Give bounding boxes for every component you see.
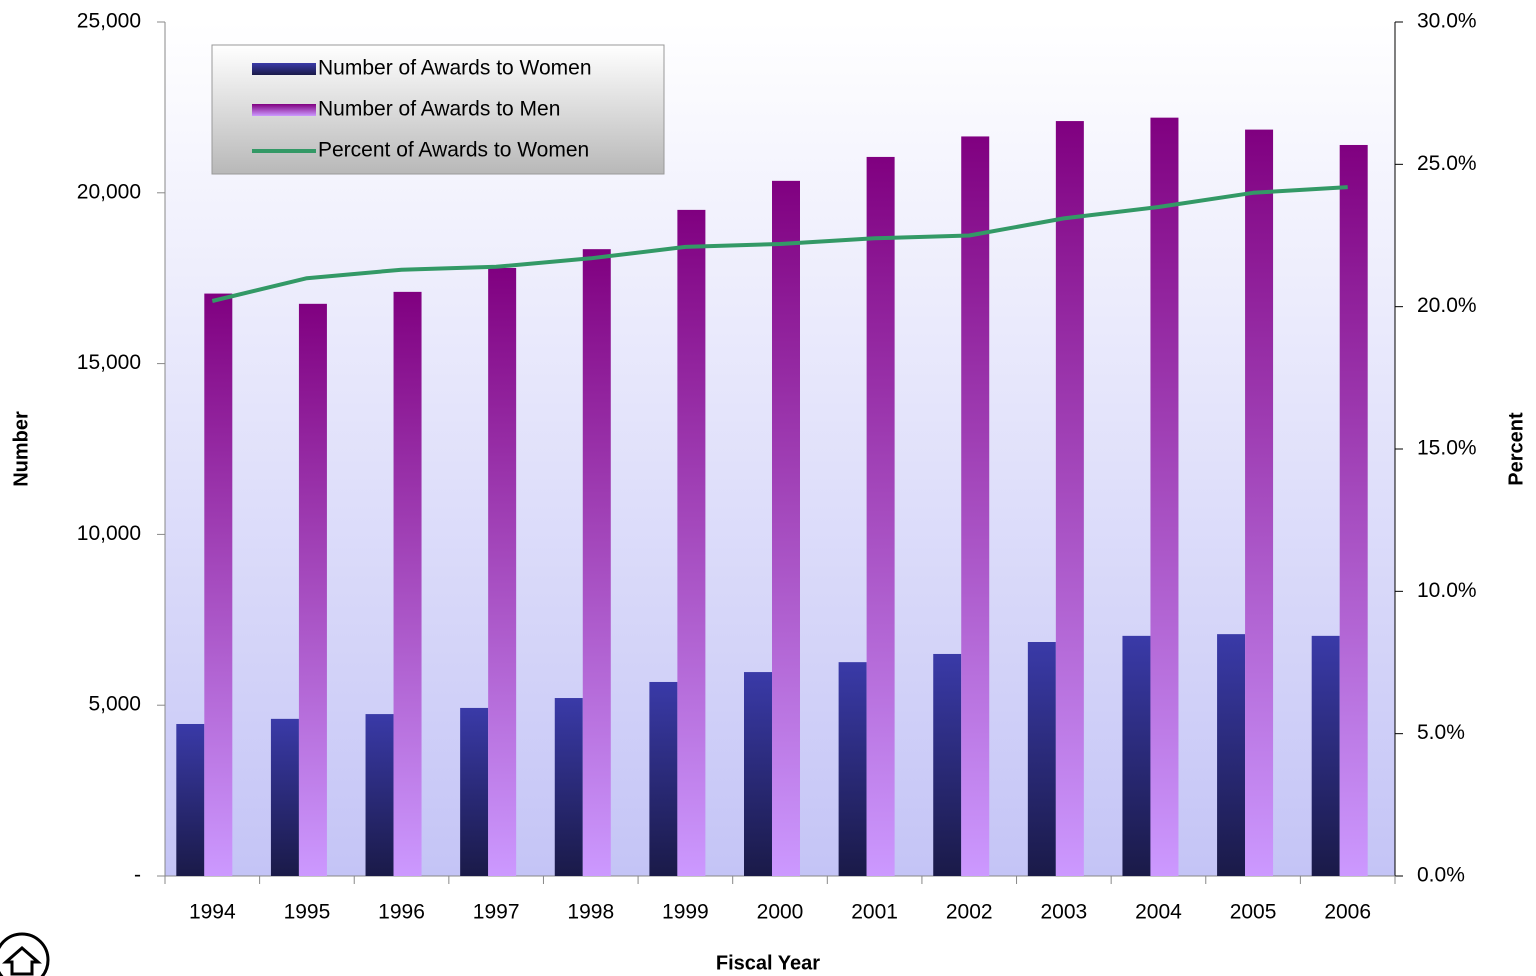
bar [1027,642,1056,876]
bar [649,681,678,876]
bar [1150,117,1179,876]
x-axis-title: Fiscal Year [716,952,820,974]
legend-label: Number of Awards to Women [318,57,592,80]
y-tick-label: 20,000 [77,180,141,203]
legend: Number of Awards to Women Number of Award… [211,44,665,175]
bar [1055,121,1084,876]
x-tick-label: 1999 [662,901,709,924]
bar [460,707,489,876]
bar [488,267,517,876]
x-tick-label: 2004 [1135,901,1182,924]
x-tick-label: 2005 [1230,901,1277,924]
x-tick-label: 1996 [378,901,425,924]
x-tick-label: 2000 [757,901,804,924]
bar [933,653,962,876]
x-tick-label: 2003 [1040,901,1087,924]
y2-tick-label: 15.0% [1417,437,1477,460]
x-tick-label: 2002 [946,901,993,924]
bar [744,672,772,876]
x-tick-label: 1998 [567,901,614,924]
x-tick-label: 1994 [189,901,236,924]
y-tick-label: 15,000 [77,351,141,374]
bar [204,293,233,876]
x-tick-label: 1995 [284,901,331,924]
logo [0,932,50,976]
y2-axis-title: Percent [1505,412,1527,486]
bar [554,698,583,876]
legend-label: Number of Awards to Men [318,98,560,121]
bar [270,718,299,876]
legend-swatch [252,104,316,116]
y-tick-label: 10,000 [77,522,141,545]
y2-tick-label: 30.0% [1417,10,1477,33]
bar [1122,635,1151,876]
y-tick-label: 25,000 [77,10,141,33]
y-axis-title: Number [10,411,32,487]
y2-tick-label: 20.0% [1417,294,1477,317]
y-tick-label: - [134,864,141,887]
line [211,185,1348,303]
bar [582,249,611,876]
y2-tick-label: 10.0% [1417,579,1477,602]
y-tick-label: 5,000 [88,693,141,716]
x-tick-label: 1997 [473,901,520,924]
y2-tick-label: 5.0% [1417,721,1465,744]
bar [838,662,867,876]
bar [677,209,706,876]
bar [866,156,895,876]
bar [393,291,422,876]
legend-label: Percent of Awards to Women [318,139,589,162]
y2-tick-label: 25.0% [1417,152,1477,175]
bar [1311,635,1340,876]
bar [772,180,800,876]
bar [365,714,394,876]
bar [1245,129,1274,876]
legend-swatch [252,63,316,75]
bar [1339,144,1368,876]
y2-tick-label: 0.0% [1417,864,1465,887]
x-tick-label: 2006 [1324,901,1371,924]
bar [961,136,990,876]
bar [176,723,205,876]
bar [1217,634,1246,876]
bar [298,303,327,876]
x-tick-label: 2001 [851,901,898,924]
